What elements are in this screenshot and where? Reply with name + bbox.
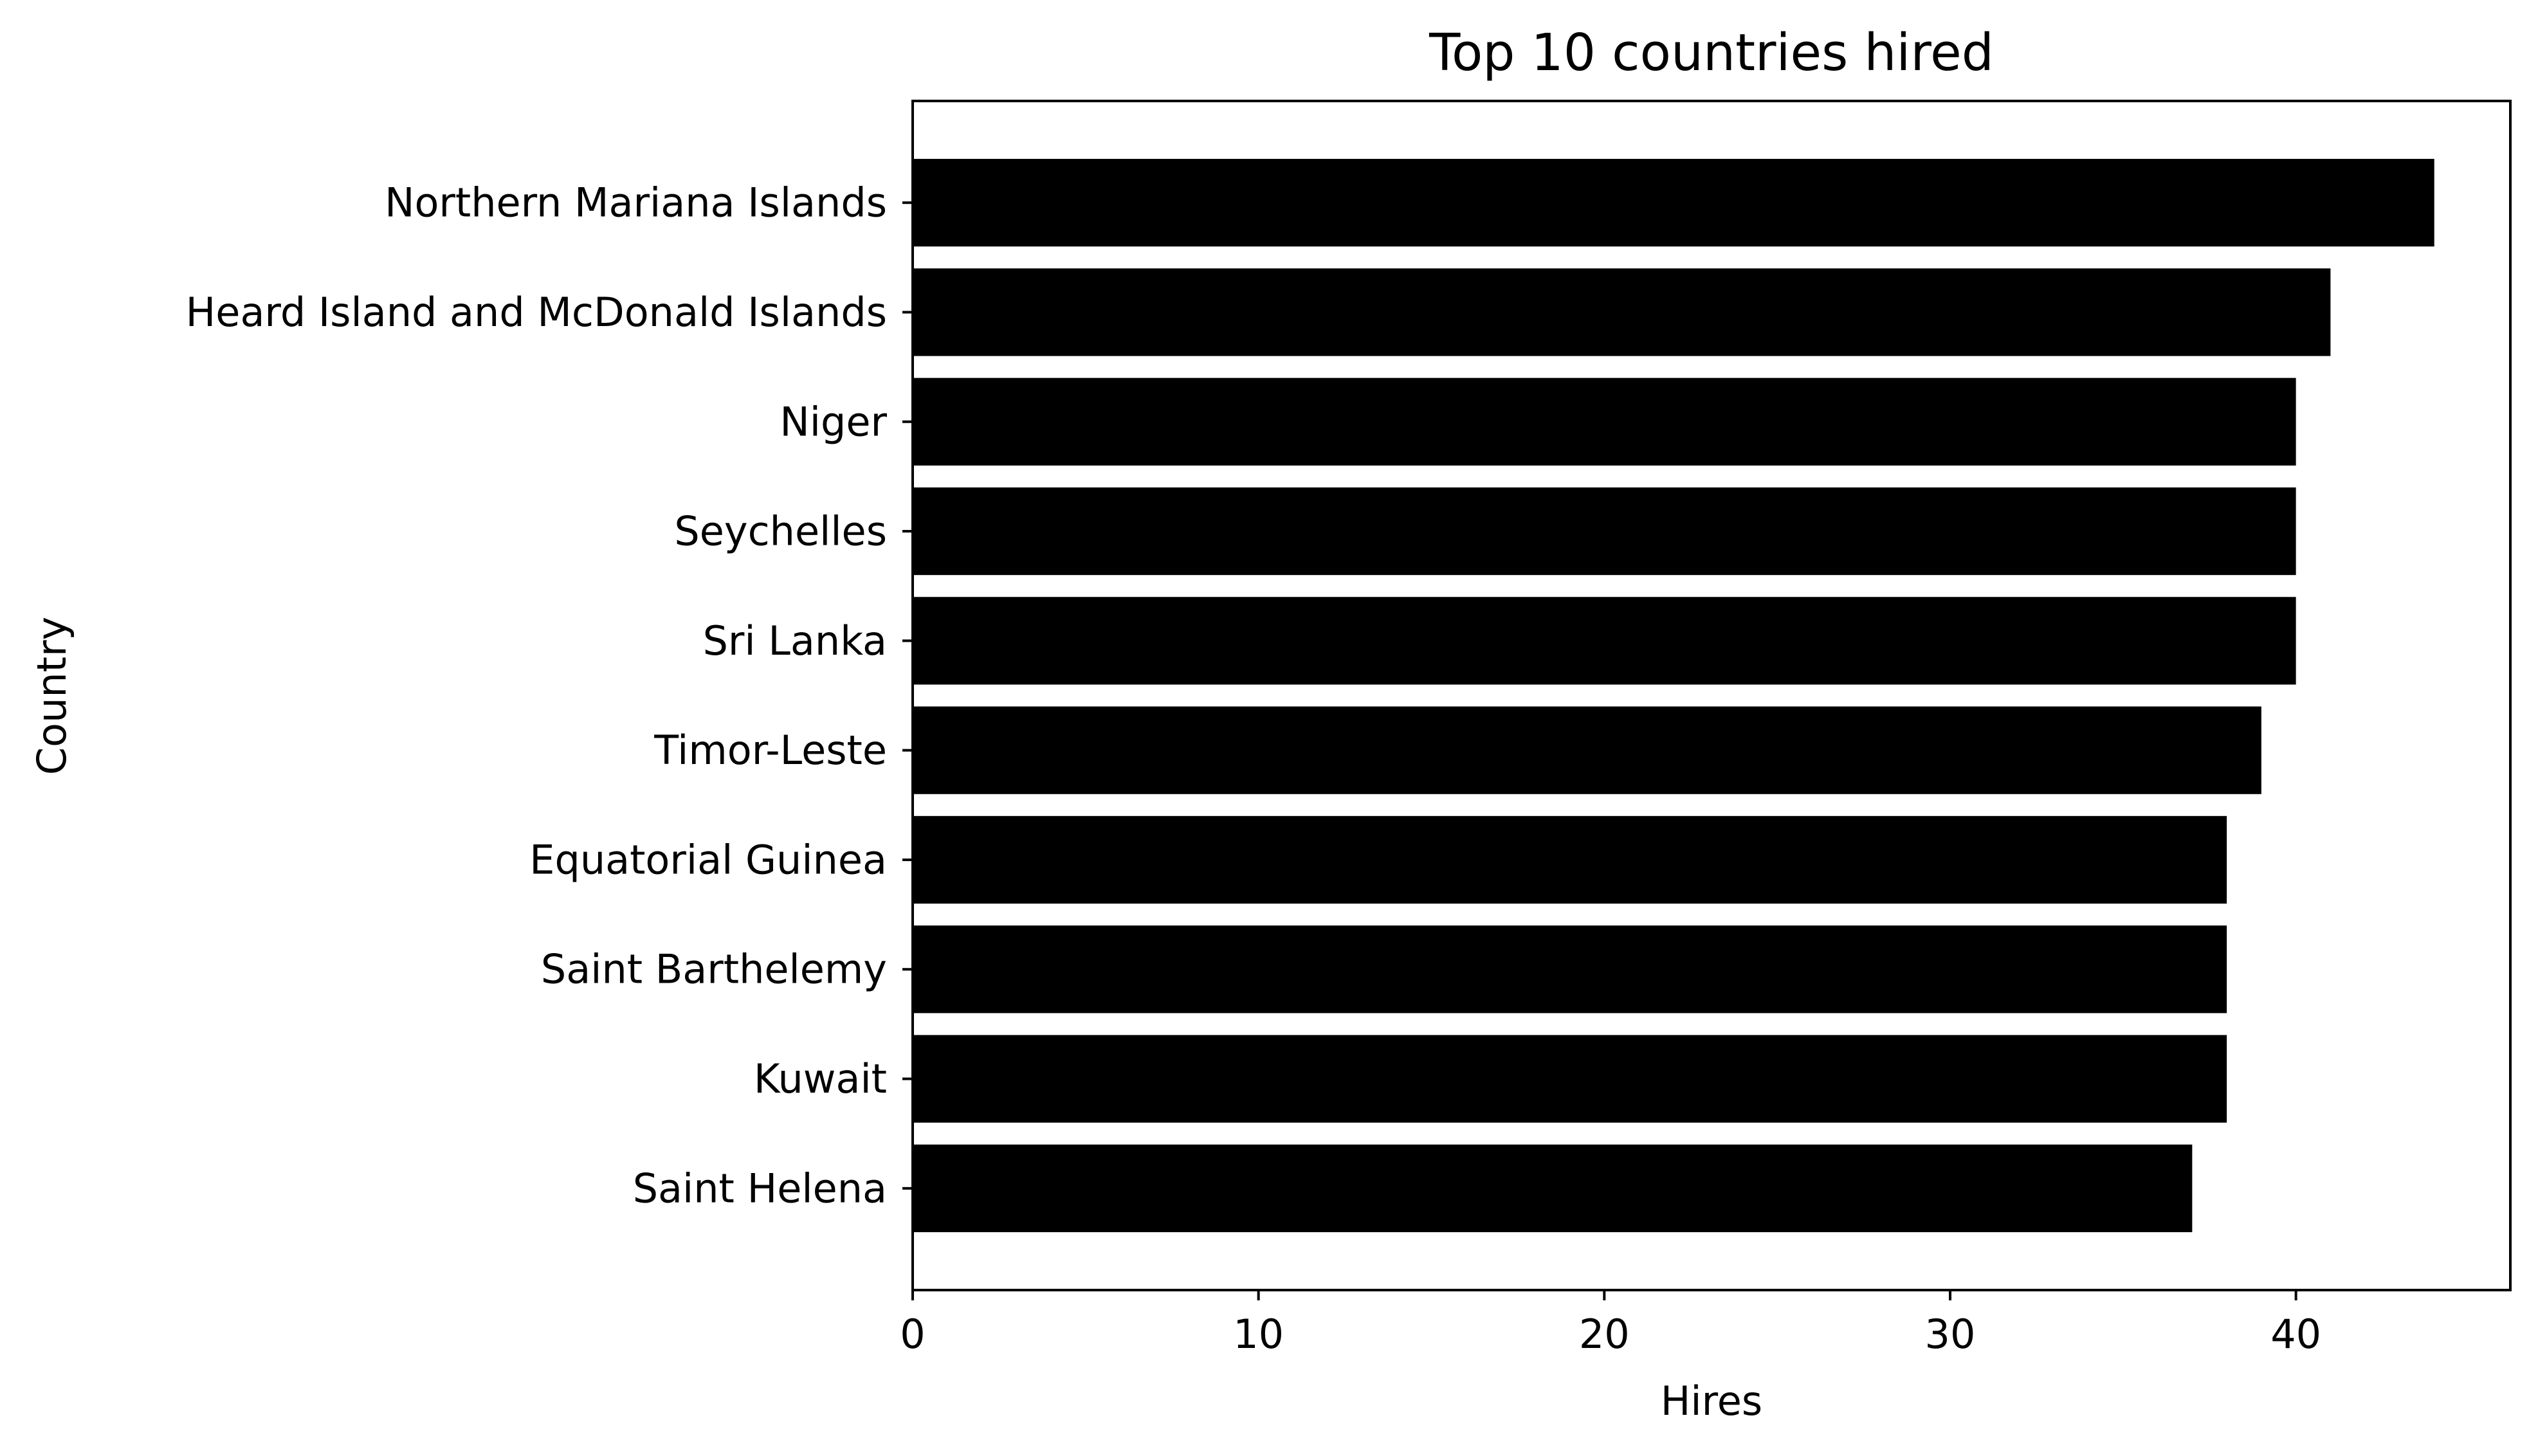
x-tick-label: 20 <box>1579 1311 1630 1358</box>
bar <box>913 159 2434 247</box>
bars-group <box>913 159 2434 1232</box>
y-tick-label: Northern Mariana Islands <box>385 179 887 226</box>
x-tick-label: 0 <box>900 1311 925 1358</box>
y-axis-ticks: Northern Mariana Islands Heard Island and… <box>186 179 913 1212</box>
plot-area-frame <box>911 100 2512 1291</box>
x-axis-label: Hires <box>1661 1378 1762 1424</box>
bar <box>913 378 2296 466</box>
y-tick-label: Sri Lanka <box>703 617 887 664</box>
y-tick-label: Heard Island and McDonald Islands <box>186 289 887 336</box>
y-tick-label: Saint Barthelemy <box>541 946 887 993</box>
y-axis-label: Country <box>28 617 75 775</box>
bar <box>913 925 2227 1014</box>
bar <box>913 1144 2193 1232</box>
x-tick-label: 30 <box>1925 1311 1976 1358</box>
bar <box>913 268 2331 356</box>
y-tick-label: Kuwait <box>754 1055 887 1102</box>
bar <box>913 487 2296 576</box>
chart-title: Top 10 countries hired <box>1429 23 1994 82</box>
x-axis-ticks: 0 10 20 30 40 <box>900 1290 2321 1358</box>
bar <box>913 597 2296 685</box>
bar <box>913 1035 2227 1123</box>
y-tick-label: Seychelles <box>674 508 887 555</box>
y-tick-label: Timor-Leste <box>653 727 887 774</box>
y-tick-label: Saint Helena <box>633 1165 887 1212</box>
x-tick-label: 40 <box>2270 1311 2321 1358</box>
y-tick-label: Niger <box>780 398 887 445</box>
x-tick-label: 10 <box>1233 1311 1284 1358</box>
bar <box>913 815 2227 904</box>
y-tick-label: Equatorial Guinea <box>529 836 887 883</box>
bar <box>913 706 2261 794</box>
